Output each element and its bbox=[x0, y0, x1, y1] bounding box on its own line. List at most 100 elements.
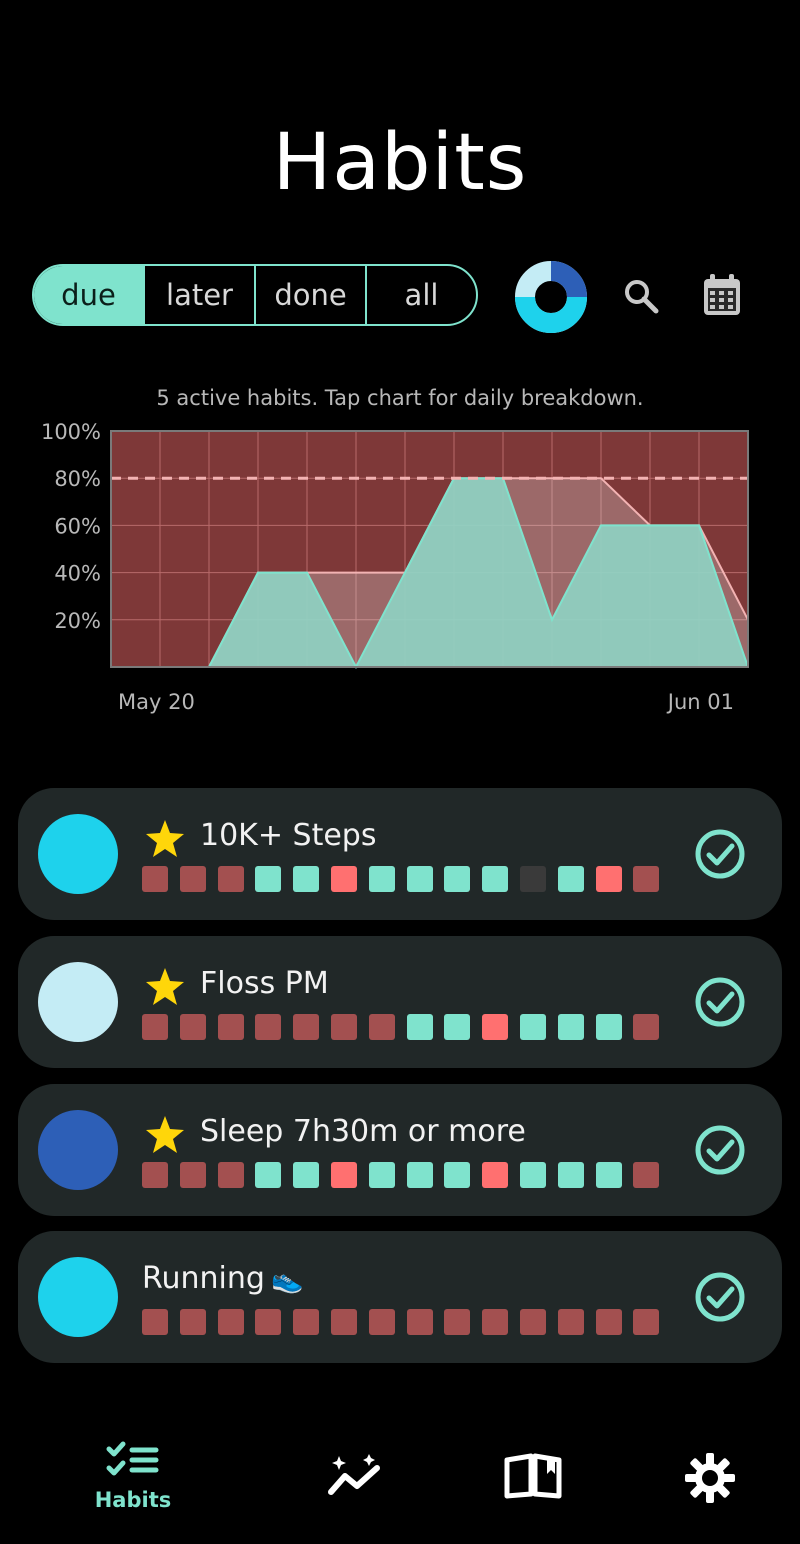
history-day-miss[interactable] bbox=[633, 866, 660, 892]
history-day-miss[interactable] bbox=[255, 1309, 282, 1335]
history-day-done[interactable] bbox=[406, 1014, 433, 1040]
history-day-done[interactable] bbox=[368, 1162, 395, 1188]
calendar-icon[interactable] bbox=[698, 271, 746, 319]
y-tick-label: 80% bbox=[54, 467, 101, 491]
history-day-done[interactable] bbox=[293, 1162, 320, 1188]
history-day-done[interactable] bbox=[255, 1162, 282, 1188]
search-icon[interactable] bbox=[617, 272, 665, 320]
history-day-done[interactable] bbox=[406, 866, 433, 892]
tab-done[interactable]: done bbox=[254, 266, 365, 324]
history-day-fail[interactable] bbox=[331, 866, 357, 892]
habit-name-text: Running bbox=[142, 1261, 265, 1296]
star-icon bbox=[146, 820, 184, 857]
habit-name: Sleep 7h30m or more bbox=[200, 1114, 526, 1149]
completion-chart[interactable]: 20% 40% 60% 80% 100% May 20 Jun 01 bbox=[0, 415, 800, 725]
history-day-fail[interactable] bbox=[482, 1162, 509, 1188]
history-day-miss[interactable] bbox=[142, 866, 168, 892]
history-day-miss[interactable] bbox=[142, 1014, 168, 1040]
history-day-miss[interactable] bbox=[293, 1309, 320, 1335]
complete-check-button[interactable] bbox=[694, 976, 746, 1028]
y-tick-label: 40% bbox=[54, 562, 101, 586]
history-day-done[interactable] bbox=[444, 866, 471, 892]
history-day-done[interactable] bbox=[406, 1162, 433, 1188]
x-tick-label-start: May 20 bbox=[118, 690, 195, 714]
tab-all[interactable]: all bbox=[365, 266, 476, 324]
habit-color-dot[interactable] bbox=[38, 962, 118, 1042]
history-day-miss[interactable] bbox=[557, 1309, 584, 1335]
trends-icon bbox=[328, 1454, 380, 1495]
history-day-miss[interactable] bbox=[217, 1309, 244, 1335]
x-tick-label-end: Jun 01 bbox=[666, 690, 734, 714]
history-day-miss[interactable] bbox=[368, 1014, 395, 1040]
history-day-done[interactable] bbox=[255, 866, 282, 892]
history-day-done[interactable] bbox=[444, 1162, 471, 1188]
history-day-miss[interactable] bbox=[482, 1309, 509, 1335]
habit-name: Floss PM bbox=[200, 966, 329, 1001]
habit-color-dot[interactable] bbox=[38, 814, 118, 894]
history-day-done[interactable] bbox=[520, 1162, 546, 1188]
history-day-miss[interactable] bbox=[406, 1309, 433, 1335]
shoe-icon: 👟 bbox=[270, 1265, 304, 1295]
nav-habits[interactable]: Habits bbox=[73, 1440, 193, 1512]
journal-icon bbox=[504, 1453, 562, 1499]
habit-color-dot[interactable] bbox=[38, 1110, 118, 1190]
history-day-done[interactable] bbox=[557, 1162, 584, 1188]
habit-card[interactable]: Running 👟 bbox=[18, 1231, 782, 1363]
history-day-miss[interactable] bbox=[217, 866, 244, 892]
y-tick-label: 100% bbox=[41, 420, 101, 444]
history-day-done[interactable] bbox=[293, 866, 320, 892]
history-day-miss[interactable] bbox=[331, 1309, 357, 1335]
complete-check-button[interactable] bbox=[694, 828, 746, 880]
habit-card[interactable]: 10K+ Steps bbox=[18, 788, 782, 920]
habit-name: Running 👟 bbox=[142, 1261, 303, 1296]
tab-due[interactable]: due bbox=[34, 266, 143, 324]
habit-card[interactable]: Floss PM bbox=[18, 936, 782, 1068]
history-day-done[interactable] bbox=[444, 1014, 471, 1040]
page-title: Habits bbox=[272, 118, 528, 208]
nav-journal[interactable] bbox=[473, 1440, 593, 1504]
nav-trends[interactable] bbox=[295, 1440, 415, 1504]
history-day-fail[interactable] bbox=[482, 1014, 509, 1040]
history-day-done[interactable] bbox=[595, 1162, 622, 1188]
history-day-miss[interactable] bbox=[293, 1014, 320, 1040]
history-day-done[interactable] bbox=[520, 1014, 546, 1040]
history-day-miss[interactable] bbox=[595, 1309, 622, 1335]
history-day-miss[interactable] bbox=[368, 1309, 395, 1335]
habits-list-icon bbox=[106, 1441, 159, 1476]
history-day-done[interactable] bbox=[368, 866, 395, 892]
history-day-fail[interactable] bbox=[595, 866, 622, 892]
history-day-done[interactable] bbox=[557, 1014, 584, 1040]
history-day-miss[interactable] bbox=[179, 1014, 206, 1040]
y-tick-label: 20% bbox=[54, 609, 101, 633]
plot-border bbox=[110, 430, 749, 668]
habit-card[interactable]: Sleep 7h30m or more bbox=[18, 1084, 782, 1216]
history-day-done[interactable] bbox=[595, 1014, 622, 1040]
history-day-miss[interactable] bbox=[255, 1014, 282, 1040]
complete-check-button[interactable] bbox=[694, 1124, 746, 1176]
history-day-miss[interactable] bbox=[142, 1309, 168, 1335]
history-day-done[interactable] bbox=[557, 866, 584, 892]
history-day-miss[interactable] bbox=[633, 1309, 660, 1335]
history-day-skip[interactable] bbox=[520, 866, 546, 892]
history-day-miss[interactable] bbox=[520, 1309, 546, 1335]
tab-later[interactable]: later bbox=[143, 266, 254, 324]
history-day-done[interactable] bbox=[482, 866, 509, 892]
history-day-miss[interactable] bbox=[179, 866, 206, 892]
complete-check-button[interactable] bbox=[694, 1271, 746, 1323]
habit-color-dot[interactable] bbox=[38, 1257, 118, 1337]
history-day-miss[interactable] bbox=[217, 1014, 244, 1040]
progress-donut-icon[interactable] bbox=[515, 261, 587, 333]
history-day-miss[interactable] bbox=[331, 1014, 357, 1040]
history-day-miss[interactable] bbox=[633, 1014, 660, 1040]
history-day-miss[interactable] bbox=[179, 1309, 206, 1335]
history-day-miss[interactable] bbox=[217, 1162, 244, 1188]
chart-caption: 5 active habits. Tap chart for daily bre… bbox=[156, 386, 644, 410]
history-day-miss[interactable] bbox=[444, 1309, 471, 1335]
nav-settings[interactable] bbox=[650, 1440, 770, 1508]
history-day-miss[interactable] bbox=[633, 1162, 660, 1188]
history-day-miss[interactable] bbox=[142, 1162, 168, 1188]
history-day-fail[interactable] bbox=[331, 1162, 357, 1188]
settings-icon bbox=[685, 1453, 735, 1503]
habit-name: 10K+ Steps bbox=[200, 818, 376, 853]
history-day-miss[interactable] bbox=[179, 1162, 206, 1188]
